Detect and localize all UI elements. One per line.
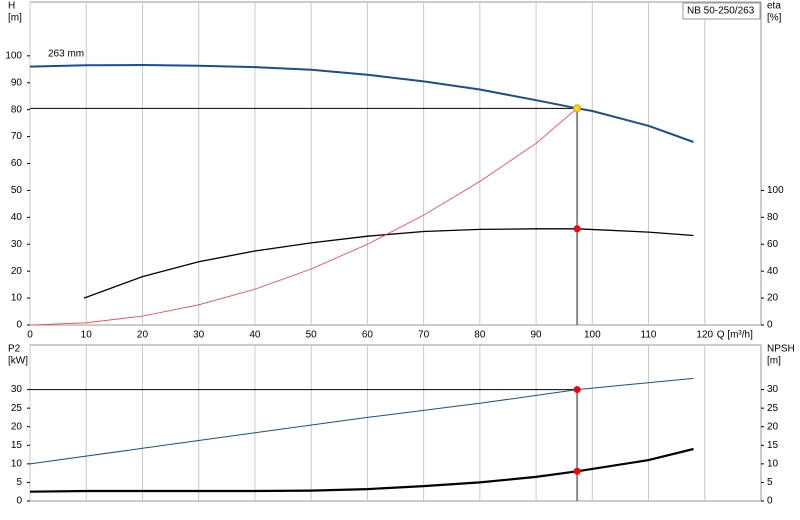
y-tick-label: 0: [16, 320, 22, 331]
operating-point: [573, 104, 582, 113]
y-tick-label: 50: [11, 185, 23, 196]
y2-tick-label: 0: [767, 496, 773, 507]
x-tick-label: 60: [362, 330, 374, 341]
y2-tick-label: 25: [767, 403, 779, 414]
y-axis-label: H: [8, 1, 15, 12]
y-tick-label: 60: [11, 158, 23, 169]
x-tick-label: 10: [81, 330, 93, 341]
y-tick-label: 25: [11, 403, 23, 414]
model-label: NB 50-250/263: [687, 6, 755, 17]
x-axis-label: Q [m³/h]: [717, 330, 753, 341]
y2-tick-label: 15: [767, 440, 779, 451]
y-tick-label: 30: [11, 384, 23, 395]
x-tick-label: 80: [474, 330, 486, 341]
x-tick-label: 100: [584, 330, 601, 341]
operating-point: [573, 386, 581, 394]
operating-point: [573, 225, 581, 233]
curve: [29, 447, 694, 493]
y-tick-label: 40: [11, 212, 23, 223]
x-tick-label: 40: [249, 330, 261, 341]
y2-tick-label: 20: [767, 293, 779, 304]
y-tick-label: 20: [11, 266, 23, 277]
plot-frame: [29, 1, 762, 326]
y2-tick-label: 5: [767, 477, 773, 488]
y2-tick-label: 60: [767, 239, 779, 250]
y2-tick-label: 20: [767, 421, 779, 432]
x-tick-label: 50: [306, 330, 318, 341]
x-tick-label: 70: [418, 330, 430, 341]
y-tick-label: 10: [11, 458, 23, 469]
curve: [83, 228, 694, 299]
y2-axis-label: [m]: [767, 356, 781, 367]
x-tick-label: 110: [641, 330, 657, 341]
y-tick-label: 10: [11, 293, 23, 304]
y2-tick-label: 10: [767, 458, 779, 469]
y-tick-label: 100: [5, 50, 22, 61]
plot-frame: [29, 344, 762, 502]
y2-tick-label: 40: [767, 266, 779, 277]
x-tick-label: 30: [193, 330, 205, 341]
y2-tick-label: 80: [767, 212, 779, 223]
y2-axis-label: NPSH: [767, 344, 795, 355]
curve: [29, 107, 578, 326]
y2-tick-label: 100: [767, 185, 784, 196]
y2-tick-label: 30: [767, 384, 779, 395]
model-box: [682, 2, 761, 20]
operating-point: [573, 467, 581, 475]
y-axis-label: P2: [8, 344, 21, 355]
y2-axis-label: [%]: [767, 13, 782, 24]
x-tick-label: 20: [137, 330, 149, 341]
y-tick-label: 80: [11, 104, 23, 115]
y-axis-label: [kW]: [8, 356, 28, 367]
y-tick-label: 15: [11, 440, 23, 451]
y2-axis-label: eta: [767, 1, 781, 12]
y-tick-label: 5: [16, 477, 22, 488]
y-tick-label: 30: [11, 239, 23, 250]
y-tick-label: 20: [11, 421, 23, 432]
curve-annotation: 263 mm: [48, 49, 84, 60]
curve: [29, 63, 694, 143]
x-tick-label: 0: [27, 330, 33, 341]
y2-tick-label: 0: [767, 320, 773, 331]
x-tick-label: 90: [531, 330, 543, 341]
x-tick-label: 120: [696, 330, 713, 341]
curve: [29, 377, 694, 465]
y-tick-label: 0: [16, 496, 22, 507]
y-tick-label: 90: [11, 77, 23, 88]
y-tick-label: 70: [11, 131, 23, 142]
y-axis-label: [m]: [8, 13, 22, 24]
